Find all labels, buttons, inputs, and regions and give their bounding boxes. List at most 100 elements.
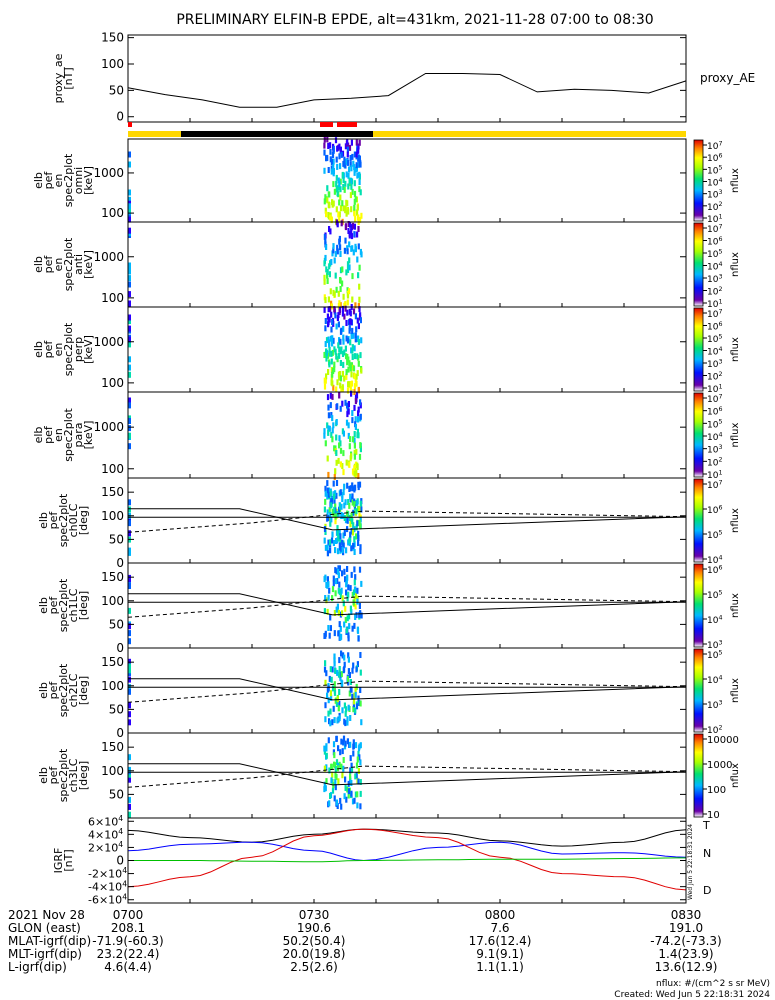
spectrogram-pixel	[339, 286, 342, 292]
colorbar-tick-label: 106	[707, 564, 722, 576]
spectrogram-pixel	[347, 499, 350, 505]
row-mlt-v0: 23.2(22.4)	[97, 947, 160, 961]
spectrogram-pixel	[357, 484, 360, 491]
colorbar-tick-label: 102	[707, 201, 722, 213]
spectrogram-pixel	[338, 238, 341, 245]
spectrogram-pixel	[359, 402, 362, 409]
y-axis-label-line: [deg]	[77, 506, 90, 535]
spectrogram-pixel	[336, 221, 339, 228]
spectrogram-pixel	[336, 578, 339, 584]
spectrogram-pixel	[352, 469, 355, 476]
loss-cone-line	[128, 678, 687, 701]
edge-pixel	[128, 663, 131, 670]
colorbar-tick-label: 106	[707, 153, 722, 165]
colorbar-tick-label: 1000	[707, 760, 732, 771]
spectrogram-pixel	[327, 404, 330, 411]
panel-frame	[127, 732, 687, 819]
spectrogram-pixel	[331, 199, 334, 206]
spectrogram-pixel	[353, 437, 356, 444]
colorbar-tick-label: 107	[707, 308, 722, 320]
spectrogram-pixel	[357, 778, 360, 785]
spectrogram-pixel	[341, 351, 345, 357]
spectrogram-pixel	[354, 424, 357, 430]
spectrogram-pixel	[339, 489, 342, 496]
spectrogram-pixel	[351, 693, 354, 700]
spectrogram-pixel	[351, 188, 354, 195]
spectrogram-pixel	[349, 755, 352, 762]
edge-pixel	[128, 318, 131, 325]
spectrogram-pixel	[354, 707, 357, 714]
spectrogram-pixel	[327, 425, 330, 432]
spectrogram-pixel	[338, 300, 341, 307]
spectrogram-pixel	[333, 366, 336, 373]
panel-frame	[127, 391, 687, 479]
spectrogram-pixel	[337, 321, 340, 328]
spectrogram-pixel	[348, 264, 351, 271]
y-tick-label: 150	[101, 31, 124, 45]
spectrogram-pixel	[335, 156, 338, 163]
spectrogram-pixel	[354, 313, 357, 320]
y-tick-label: 0	[116, 556, 124, 570]
spectrogram-pixel	[342, 361, 345, 368]
spectrogram-pixel	[335, 434, 338, 441]
spectrogram-pixel	[351, 273, 354, 280]
panel-frame	[127, 34, 687, 123]
spectrogram-pixel	[359, 352, 362, 359]
spectrogram-pixel	[346, 138, 349, 145]
colorbar-tick-label: 103	[707, 699, 722, 711]
spectrogram-pixel	[341, 305, 344, 312]
spectrogram-pixel	[346, 200, 349, 207]
spectrogram-pixel	[327, 685, 330, 692]
spectrogram-pixel	[348, 461, 351, 468]
spectrogram-pixel	[329, 690, 332, 697]
spectrogram-pixel	[324, 238, 327, 245]
spectrogram-pixel	[346, 719, 349, 726]
spectrogram-pixel	[353, 797, 356, 804]
spectrogram-pixel	[329, 214, 332, 221]
spectrogram-pixel	[327, 594, 330, 601]
spectrogram-pixel	[358, 283, 361, 290]
row-date-v2: 0800	[485, 908, 516, 922]
spectrogram-pixel	[335, 735, 338, 742]
edge-pixel	[128, 161, 131, 168]
spectrogram-pixel	[354, 791, 357, 798]
spectrogram-pixel	[324, 660, 327, 667]
y-tick-label: 6×104	[88, 814, 123, 828]
y-tick-label: 0	[116, 641, 124, 655]
spectrogram-pixel	[349, 585, 352, 592]
spectrogram-pixel	[327, 737, 330, 744]
spectrogram-pixel	[355, 196, 358, 203]
spectrogram-pixel	[348, 502, 351, 509]
spectrogram-pixel	[324, 595, 327, 601]
spectrogram-pixel	[325, 211, 328, 218]
row-date-label: 2021 Nov 28	[8, 908, 85, 922]
edge-pixel	[128, 771, 131, 778]
spectrogram-pixel	[338, 565, 341, 572]
spectrogram-pixel	[351, 327, 354, 334]
colorbar-tick-label: 103	[707, 273, 722, 285]
spectrogram-pixel	[345, 320, 348, 326]
spectrogram-pixel	[340, 650, 343, 657]
spectrogram-pixel	[329, 335, 333, 342]
y-axis-label-line: elb	[37, 767, 50, 784]
spectrogram-pixel	[342, 489, 345, 496]
spectrogram-pixel	[359, 442, 362, 449]
spectrogram-pixel	[335, 286, 338, 293]
colorbar-tick-label: 105	[707, 419, 722, 431]
edge-pixel	[128, 676, 131, 683]
spectrogram-pixel	[344, 399, 347, 406]
spectrogram-pixel	[331, 393, 334, 400]
spectrogram-pixel	[357, 243, 360, 250]
spectrogram-pixel	[346, 595, 349, 602]
spectrogram-pixel	[355, 162, 358, 169]
spectrogram-pixel	[331, 595, 334, 602]
spectrogram-pixel	[326, 197, 329, 204]
spectrogram-pixel	[339, 146, 342, 153]
edge-pixel	[128, 227, 131, 234]
spectrogram-pixel	[357, 406, 360, 413]
spectrogram-pixel	[325, 670, 328, 677]
y-axis-label-line: proxy_ae	[52, 53, 65, 103]
spectrogram-pixel	[347, 704, 350, 711]
spectrogram-pixel	[323, 537, 326, 544]
spectrogram-pixel	[329, 614, 332, 621]
